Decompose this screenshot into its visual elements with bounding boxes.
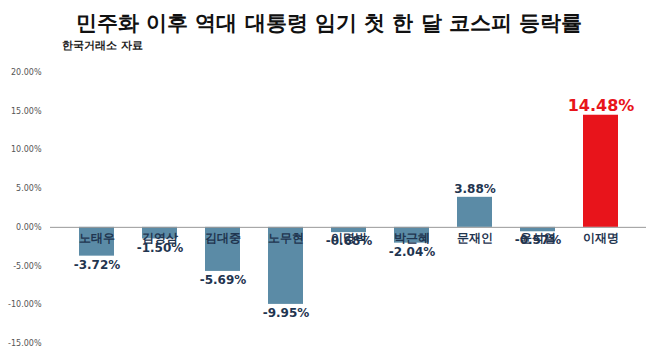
svg-text:5.00%: 5.00% [16, 184, 42, 193]
svg-text:-0.57%: -0.57% [515, 233, 562, 247]
svg-text:-9.95%: -9.95% [263, 306, 310, 320]
svg-text:노태우: 노태우 [79, 231, 115, 245]
svg-text:김대중: 김대중 [205, 231, 241, 245]
html-text:한국거래소 자료: 한국거래소 자료 [62, 39, 143, 52]
svg-text:-2.04%: -2.04% [389, 245, 436, 259]
svg-text:-1.50%: -1.50% [137, 240, 184, 254]
svg-text:0.00%: 0.00% [16, 223, 42, 232]
svg-text:-5.00%: -5.00% [13, 262, 42, 271]
svg-text:15.00%: 15.00% [11, 107, 42, 116]
svg-text:이재명: 이재명 [583, 231, 619, 245]
svg-text:-10.00%: -10.00% [8, 300, 42, 309]
html-text:민주화 이후 역대 대통령 임기 첫 한 달 코스피 등락률: 민주화 이후 역대 대통령 임기 첫 한 달 코스피 등락률 [75, 11, 583, 35]
svg-text:-3.72%: -3.72% [74, 258, 121, 272]
svg-text:20.00%: 20.00% [11, 68, 42, 77]
svg-text:3.88%: 3.88% [454, 182, 496, 196]
svg-text:문재인: 문재인 [457, 231, 493, 245]
svg-text:10.00%: 10.00% [11, 145, 42, 154]
svg-text:14.48%: 14.48% [568, 96, 635, 115]
svg-text:노무현: 노무현 [268, 231, 304, 245]
svg-text:-15.00%: -15.00% [8, 339, 42, 348]
svg-text:-5.69%: -5.69% [200, 273, 247, 287]
svg-text:-0.68%: -0.68% [326, 234, 373, 248]
svg-text:김영삼: 김영삼 [142, 231, 178, 246]
svg-text:박근혜: 박근혜 [394, 231, 430, 245]
